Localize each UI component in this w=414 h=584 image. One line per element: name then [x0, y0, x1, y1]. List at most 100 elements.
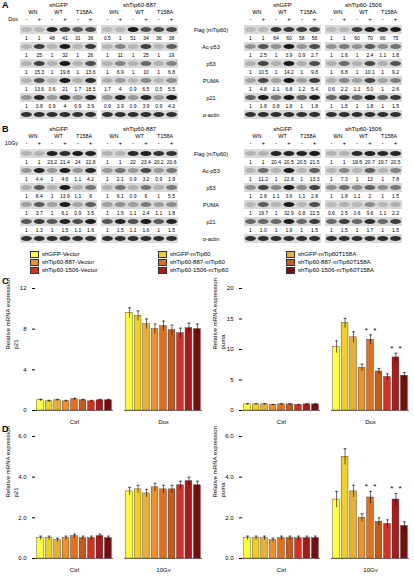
- svg-text:1.9: 1.9: [285, 227, 292, 233]
- svg-text:0.0: 0.0: [18, 555, 27, 561]
- svg-text:p53: p53: [206, 185, 215, 191]
- svg-text:+: +: [89, 16, 93, 22]
- svg-text:1: 1: [381, 193, 384, 199]
- svg-text:1: 1: [330, 35, 333, 41]
- svg-text:1: 1: [249, 210, 252, 216]
- svg-text:0.9: 0.9: [130, 86, 137, 92]
- svg-text:1.3: 1.3: [36, 227, 43, 233]
- svg-text:0.6: 0.6: [354, 210, 361, 216]
- svg-text:1: 1: [300, 69, 303, 75]
- svg-text:6: 6: [145, 193, 148, 199]
- svg-text:1: 1: [25, 227, 28, 233]
- svg-text:1.1: 1.1: [379, 210, 386, 216]
- svg-text:20.5: 20.5: [284, 159, 294, 165]
- svg-text:13.3: 13.3: [310, 176, 320, 182]
- svg-text:1: 1: [249, 159, 252, 165]
- svg-text:p21: p21: [13, 339, 19, 350]
- svg-text:48: 48: [49, 35, 55, 41]
- svg-text:1: 1: [25, 176, 28, 182]
- svg-text:shGFP: shGFP: [49, 2, 68, 8]
- svg-text:+: +: [118, 16, 122, 22]
- svg-text:-: -: [356, 16, 358, 22]
- svg-text:+: +: [368, 16, 372, 22]
- svg-text:56: 56: [312, 35, 318, 41]
- svg-text:10Gy: 10Gy: [156, 567, 170, 572]
- svg-text:1: 1: [275, 69, 278, 75]
- svg-text:+: +: [63, 16, 67, 22]
- svg-text:0.0: 0.0: [225, 555, 234, 561]
- svg-text:A: A: [2, 0, 9, 10]
- svg-text:1.7: 1.7: [74, 86, 81, 92]
- svg-text:15: 15: [227, 316, 234, 322]
- svg-text:T158A: T158A: [300, 9, 317, 15]
- svg-text:α-actin: α-actin: [203, 112, 220, 118]
- svg-text:WN: WN: [333, 9, 342, 15]
- svg-text:-: -: [132, 140, 134, 146]
- svg-text:19: 19: [169, 52, 175, 58]
- svg-text:26: 26: [88, 52, 94, 58]
- svg-text:1: 1: [76, 69, 79, 75]
- svg-text:1.9: 1.9: [168, 176, 175, 182]
- svg-text:WT: WT: [135, 133, 144, 139]
- svg-text:1.5: 1.5: [392, 193, 399, 199]
- svg-text:6.9: 6.9: [117, 69, 124, 75]
- svg-text:T158A: T158A: [381, 9, 398, 15]
- svg-text:10Gy: 10Gy: [5, 140, 18, 146]
- svg-text:-: -: [51, 16, 53, 22]
- svg-text:4.8: 4.8: [260, 86, 267, 92]
- svg-text:+: +: [313, 16, 317, 22]
- svg-text:5: 5: [230, 377, 234, 383]
- svg-text:0.9: 0.9: [155, 103, 162, 109]
- svg-text:0.9: 0.9: [74, 210, 81, 216]
- svg-text:α-actin: α-actin: [203, 236, 220, 242]
- svg-text:1: 1: [381, 103, 384, 109]
- svg-text:1: 1: [157, 69, 160, 75]
- svg-text:0.9: 0.9: [298, 52, 305, 58]
- svg-text:1: 1: [119, 159, 122, 165]
- svg-text:WN: WN: [333, 133, 342, 139]
- svg-text:19.6: 19.6: [352, 159, 362, 165]
- svg-text:1: 1: [330, 103, 333, 109]
- svg-text:Relative mRNA expression: Relative mRNA expression: [212, 426, 218, 497]
- svg-text:75: 75: [393, 35, 399, 41]
- svg-text:1: 1: [25, 103, 28, 109]
- svg-text:0.9: 0.9: [155, 176, 162, 182]
- svg-text:WT: WT: [278, 9, 287, 15]
- svg-text:+: +: [261, 16, 265, 22]
- svg-text:*: *: [365, 326, 368, 335]
- svg-text:1.8: 1.8: [366, 103, 373, 109]
- svg-text:18.5: 18.5: [86, 86, 96, 92]
- svg-text:puma: puma: [220, 334, 226, 350]
- svg-text:-: -: [356, 140, 358, 146]
- svg-text:1: 1: [38, 159, 41, 165]
- svg-text:8.4: 8.4: [36, 193, 43, 199]
- svg-text:25: 25: [36, 52, 42, 58]
- svg-text:*: *: [390, 484, 393, 493]
- svg-text:7.3: 7.3: [341, 176, 348, 182]
- svg-text:3.7: 3.7: [36, 210, 43, 216]
- svg-text:58: 58: [299, 35, 305, 41]
- svg-text:2.4: 2.4: [142, 210, 149, 216]
- svg-text:1: 1: [106, 52, 109, 58]
- svg-text:1: 1: [343, 35, 346, 41]
- svg-text:4.0: 4.0: [225, 474, 234, 480]
- svg-text:-: -: [249, 140, 251, 146]
- svg-text:1: 1: [25, 35, 28, 41]
- svg-text:6: 6: [89, 193, 92, 199]
- svg-text:1: 1: [330, 227, 333, 233]
- svg-text:1: 1: [51, 69, 54, 75]
- svg-text:1: 1: [106, 159, 109, 165]
- svg-text:1: 1: [249, 35, 252, 41]
- svg-text:1: 1: [249, 52, 252, 58]
- svg-text:1: 1: [262, 159, 265, 165]
- svg-text:1.1: 1.1: [155, 210, 162, 216]
- svg-text:-: -: [25, 140, 27, 146]
- svg-text:1: 1: [51, 52, 54, 58]
- svg-text:36: 36: [156, 35, 162, 41]
- svg-text:1: 1: [106, 193, 109, 199]
- svg-text:1.6: 1.6: [341, 52, 348, 58]
- svg-text:1: 1: [275, 227, 278, 233]
- svg-text:1: 1: [51, 210, 54, 216]
- svg-text:13.6: 13.6: [34, 86, 44, 92]
- svg-text:6.8: 6.8: [341, 69, 348, 75]
